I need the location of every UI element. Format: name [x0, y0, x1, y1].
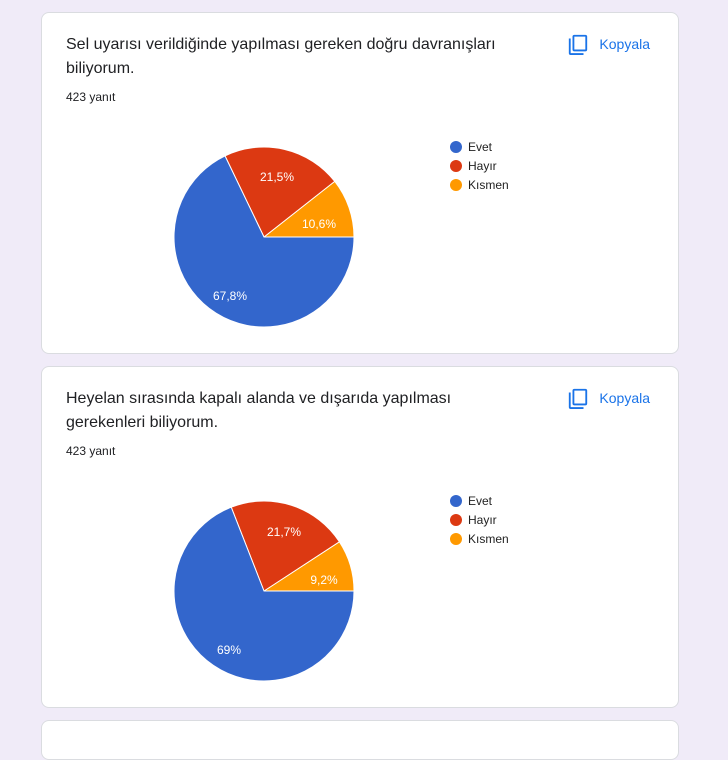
- response-count: 423 yanıt: [66, 90, 116, 104]
- slice-label-evet: 69%: [216, 643, 242, 657]
- legend-item-evet: Evet: [450, 491, 509, 510]
- legend-dot-icon: [450, 178, 462, 191]
- legend-item-hayir: Hayır: [450, 156, 509, 175]
- legend-item-kismen: Kısmen: [450, 175, 509, 194]
- response-count: 423 yanıt: [66, 444, 116, 458]
- slice-label-hayir: 21,5%: [259, 170, 295, 184]
- slice-label-kismen: 10,6%: [301, 217, 337, 231]
- copy-icon: [569, 388, 588, 409]
- pie-chart-svg: [173, 146, 355, 328]
- question-title: Sel uyarısı verildiğinde yapılması gerek…: [66, 36, 496, 77]
- copy-label: Kopyala: [599, 390, 650, 406]
- copy-button[interactable]: Kopyala: [567, 387, 650, 409]
- question-card-1: Sel uyarısı verildiğinde yapılması gerek…: [41, 12, 679, 354]
- copy-icon: [569, 34, 588, 55]
- pie-chart-svg: [173, 500, 355, 682]
- legend: Evet Hayır Kısmen: [450, 137, 509, 194]
- legend-dot-icon: [450, 159, 462, 172]
- copy-button[interactable]: Kopyala: [567, 33, 650, 55]
- copy-label: Kopyala: [599, 36, 650, 52]
- pie-chart: 67,8% 21,5% 10,6%: [173, 146, 355, 328]
- legend-dot-icon: [450, 140, 462, 153]
- legend-dot-icon: [450, 532, 462, 545]
- question-title: Heyelan sırasında kapalı alanda ve dışar…: [66, 390, 452, 431]
- legend-dot-icon: [450, 494, 462, 507]
- question-card-3: [41, 720, 679, 760]
- legend-item-hayir: Hayır: [450, 510, 509, 529]
- legend-item-evet: Evet: [450, 137, 509, 156]
- slice-label-evet: 67,8%: [212, 289, 248, 303]
- legend: Evet Hayır Kısmen: [450, 491, 509, 548]
- legend-dot-icon: [450, 513, 462, 526]
- slice-label-kismen: 9,2%: [310, 573, 338, 587]
- pie-chart: 69% 21,7% 9,2%: [173, 500, 355, 682]
- legend-item-kismen: Kısmen: [450, 529, 509, 548]
- slice-label-hayir: 21,7%: [266, 525, 302, 539]
- question-card-2: Heyelan sırasında kapalı alanda ve dışar…: [41, 366, 679, 708]
